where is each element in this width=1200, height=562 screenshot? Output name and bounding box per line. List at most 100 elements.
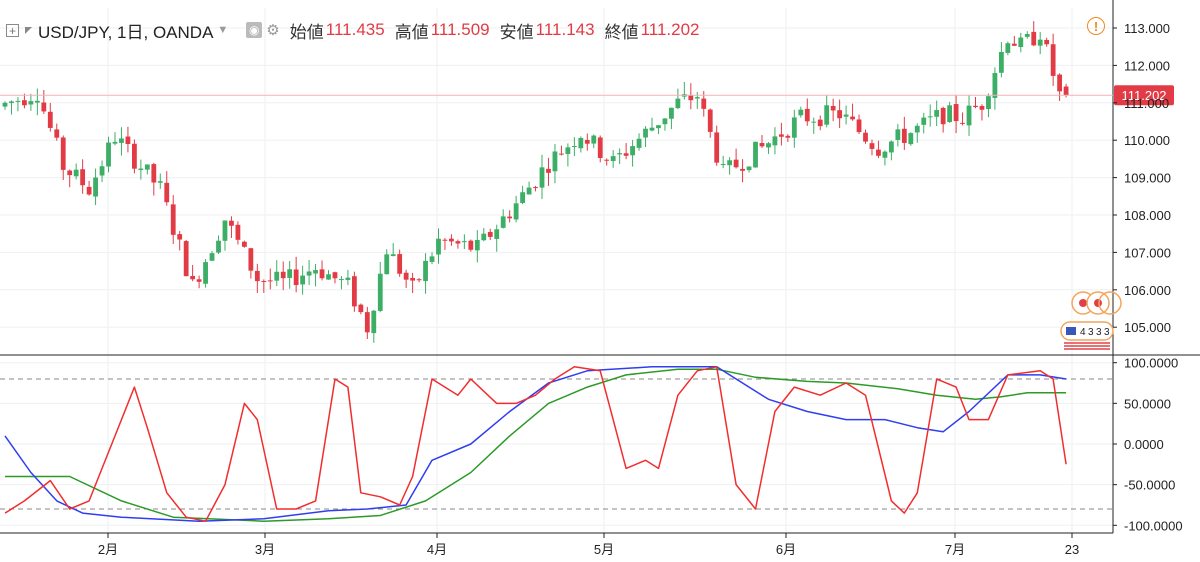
candle-body: [785, 135, 791, 138]
candle-body: [132, 143, 137, 169]
candle-body: [436, 238, 441, 255]
flag-icon[interactable]: [25, 26, 32, 34]
candle-body: [170, 204, 176, 235]
high-label: 高値: [394, 22, 429, 42]
candle-body: [998, 51, 1004, 73]
candle-body: [559, 153, 564, 155]
low-value: 111.143: [535, 20, 595, 39]
candle-body: [449, 238, 454, 242]
stoch-signal-line: [4, 366, 1067, 522]
last-price-label: 111.202: [1121, 88, 1166, 103]
candle-body: [876, 149, 881, 156]
us-flag-canton: [1066, 327, 1076, 335]
candle-body: [921, 117, 927, 125]
candle-body: [196, 279, 202, 282]
candle-body: [507, 216, 513, 219]
candle-body: [979, 106, 985, 110]
candle-body: [707, 109, 713, 132]
candle-body: [300, 275, 306, 285]
candle-body: [468, 240, 474, 250]
candle-body: [791, 117, 797, 138]
candle-body: [138, 168, 144, 170]
candle-body: [817, 119, 823, 127]
candle-body: [73, 169, 79, 177]
time-axis-label: 5月: [594, 542, 614, 557]
price-axis-label: 108.000: [1124, 208, 1171, 223]
candle-body: [526, 187, 532, 195]
candle-body: [144, 164, 150, 170]
candle-body: [746, 166, 752, 171]
candle-body: [604, 159, 610, 161]
time-axis-label: 6月: [776, 542, 796, 557]
candle-body: [565, 147, 571, 154]
candle-body: [2, 102, 8, 107]
candle-body: [377, 273, 383, 311]
candle-body: [584, 139, 590, 144]
candle-body: [513, 203, 519, 220]
candle-body: [293, 269, 299, 286]
candle-body: [798, 109, 804, 116]
candle-body: [41, 102, 47, 112]
candle-body: [1024, 34, 1030, 37]
candle-body: [474, 239, 480, 251]
candle-body: [80, 169, 86, 186]
candle-body: [720, 164, 726, 166]
symbol-label[interactable]: USD/JPY, 1日, OANDA: [38, 22, 214, 42]
candle-body: [60, 137, 66, 170]
candle-body: [494, 229, 500, 239]
candle-body: [481, 233, 487, 241]
candle-body: [986, 96, 991, 110]
time-axis-label: 2月: [98, 542, 118, 557]
candle-body: [384, 254, 390, 275]
candle-body: [274, 271, 280, 281]
candle-body: [662, 118, 668, 125]
candle-body: [1018, 37, 1024, 48]
candle-body: [597, 137, 603, 158]
alert-icon[interactable]: !: [1087, 17, 1105, 35]
candle-body: [261, 280, 267, 282]
candle-body: [546, 168, 551, 173]
price-axis-label: 107.000: [1124, 245, 1171, 260]
close-value: 111.202: [640, 20, 700, 39]
candle-body: [811, 121, 817, 123]
candle-body: [966, 105, 972, 126]
gear-icon[interactable]: ⚙: [266, 22, 280, 39]
candle-body: [610, 156, 616, 162]
candle-body: [99, 166, 105, 176]
candle-body: [351, 276, 357, 307]
candle-body: [571, 146, 577, 148]
candle-body: [927, 116, 933, 118]
candle-body: [1011, 43, 1017, 46]
oscillator-axis-label: 50.0000: [1124, 396, 1171, 411]
price-axis-label: 109.000: [1124, 171, 1171, 186]
candle-body: [649, 127, 655, 131]
candle-body: [617, 153, 623, 155]
eye-icon[interactable]: ◉: [246, 22, 263, 38]
event-marker-icon[interactable]: [1098, 291, 1122, 315]
open-label: 始値: [289, 22, 324, 42]
caret-down-icon[interactable]: ▼: [217, 24, 229, 36]
candle-body: [1050, 44, 1056, 76]
candle-body: [86, 186, 92, 195]
candle-body: [688, 95, 694, 101]
candle-body: [442, 239, 448, 241]
event-count-label: 4: [1080, 327, 1086, 338]
us-flag-icon[interactable]: [1060, 321, 1114, 341]
candle-body: [157, 181, 163, 183]
candle-body: [520, 192, 525, 203]
candle-body: [701, 98, 707, 109]
candle-body: [914, 125, 920, 133]
candle-body: [112, 141, 118, 144]
price-axis-label: 110.000: [1124, 133, 1170, 148]
candle-body: [1037, 39, 1043, 46]
candle-body: [533, 187, 538, 189]
candle-body: [804, 108, 810, 122]
add-box-icon[interactable]: +: [6, 23, 19, 37]
candle-body: [93, 177, 98, 197]
candle-body: [656, 125, 661, 129]
candle-body: [455, 241, 461, 244]
high-value: 111.509: [430, 20, 490, 39]
candle-body: [953, 104, 959, 122]
